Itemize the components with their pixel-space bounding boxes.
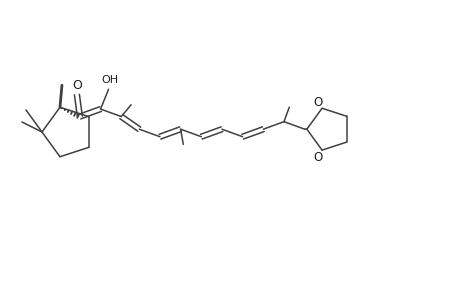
Text: O: O [72, 79, 82, 92]
Text: OH: OH [101, 75, 118, 85]
Text: O: O [313, 96, 322, 109]
Text: O: O [313, 151, 322, 164]
